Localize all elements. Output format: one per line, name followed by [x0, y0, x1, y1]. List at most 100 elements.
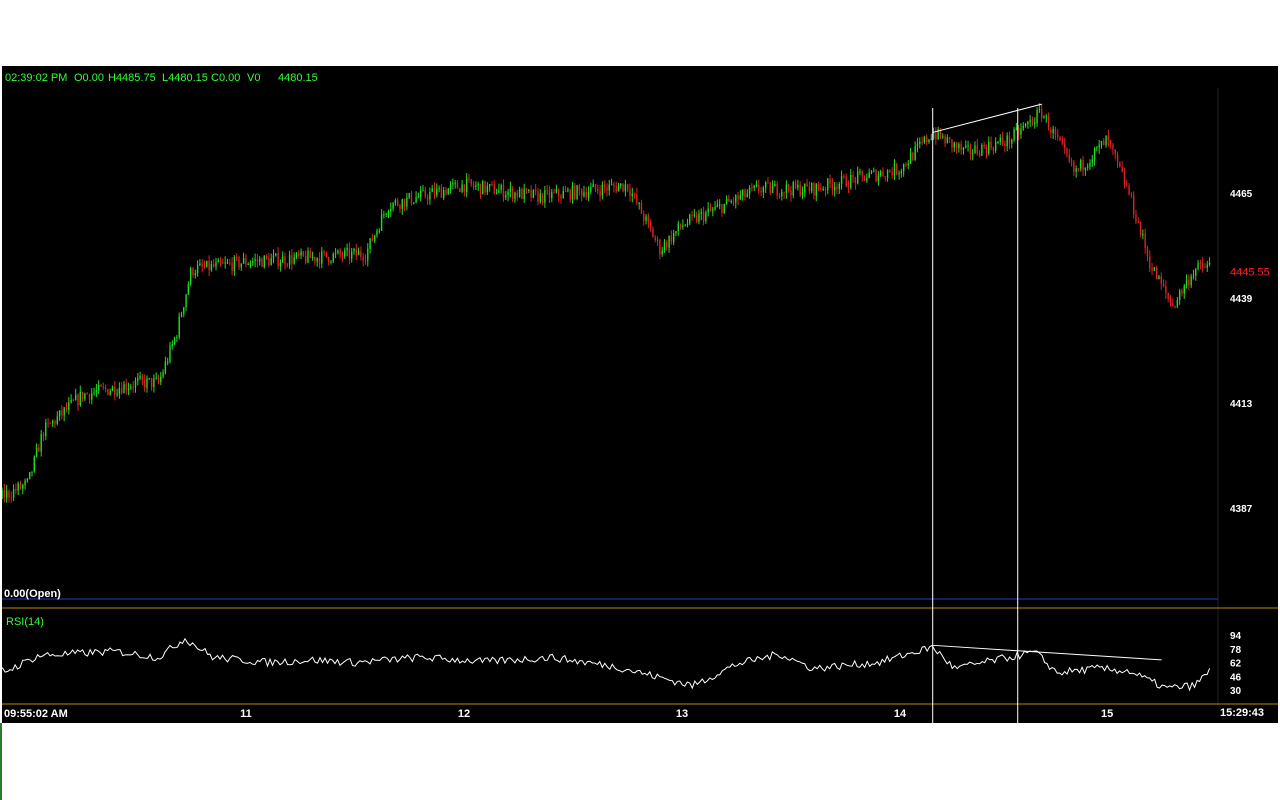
candle-body — [702, 212, 705, 222]
candle-body — [597, 189, 599, 192]
candle-body — [507, 191, 509, 196]
candle-body — [472, 184, 475, 187]
candle-body — [682, 225, 684, 227]
candle-body — [608, 184, 610, 191]
candle-body — [636, 193, 638, 204]
candle-body — [601, 184, 604, 196]
candle-body — [171, 343, 173, 346]
chart-window[interactable]: 02:39:02 PM O0.00 H4485.75 L4480.15 C0.0… — [2, 66, 1278, 723]
candle-body — [856, 171, 859, 184]
candle-body — [498, 189, 500, 194]
candle-body — [293, 257, 295, 264]
candle-body — [905, 163, 907, 165]
candle-body — [162, 372, 164, 377]
candle-body — [1183, 285, 1185, 294]
candle-body — [866, 177, 868, 181]
candle-body — [383, 214, 385, 216]
header-high: H4485.75 — [108, 72, 156, 84]
candle-body — [852, 174, 854, 178]
candle-body — [173, 337, 176, 344]
candle-body — [746, 193, 748, 197]
candle-body — [97, 384, 100, 391]
candle-body — [410, 193, 413, 204]
candle-body — [40, 433, 42, 452]
candle-body — [215, 262, 217, 267]
open-label: 0.00(Open) — [4, 588, 61, 600]
candle-body — [1024, 123, 1027, 127]
candle-body — [495, 193, 498, 195]
candle-body — [532, 189, 535, 198]
candle-body — [712, 209, 714, 211]
candle-body — [157, 377, 160, 382]
day-label: 11 — [240, 708, 252, 720]
candle-body — [983, 144, 985, 148]
candle-body — [1109, 140, 1112, 145]
candle-body — [35, 447, 38, 457]
candle-body — [28, 471, 31, 479]
candle-body — [822, 188, 824, 190]
candle-body — [843, 176, 845, 178]
candle-body — [277, 253, 279, 267]
candle-body — [51, 420, 54, 424]
candle-body — [1001, 138, 1004, 144]
candle-body — [516, 192, 518, 198]
candle-body — [390, 208, 392, 212]
candle-body — [836, 187, 838, 189]
candle-body — [429, 191, 431, 200]
candle-body — [468, 178, 470, 180]
candle-body — [1112, 144, 1114, 150]
candle-body — [562, 190, 564, 199]
candle-body — [330, 261, 332, 263]
candle-body — [491, 184, 493, 186]
candle-body — [88, 394, 91, 400]
header-volume: V0 — [247, 72, 260, 84]
candle-body — [222, 262, 224, 264]
trend-drawings[interactable] — [932, 103, 1162, 723]
candle-body — [994, 142, 997, 151]
candle-body — [879, 171, 882, 176]
candle-body — [718, 204, 721, 206]
day-label: 13 — [676, 708, 688, 720]
candle-body — [1057, 135, 1059, 137]
candle-body — [1190, 276, 1192, 286]
candle-body — [847, 186, 850, 188]
candle-body — [783, 191, 785, 193]
candle-body — [1043, 117, 1045, 119]
candle-body — [684, 225, 686, 227]
candle-body — [1126, 184, 1128, 186]
candle-body — [1139, 222, 1142, 235]
candle-body — [268, 258, 270, 266]
candle-body — [930, 138, 932, 140]
candle-body — [886, 170, 889, 178]
candle-body — [1091, 159, 1093, 163]
candle-body — [1084, 167, 1087, 171]
candle-body — [1100, 141, 1103, 145]
candle-body — [219, 260, 222, 263]
candle-body — [465, 178, 468, 192]
candle-body — [817, 183, 820, 189]
candle-body — [68, 402, 70, 410]
candle-body — [24, 480, 26, 486]
chart-canvas[interactable]: 02:39:02 PM O0.00 H4485.75 L4480.15 C0.0… — [2, 66, 1278, 723]
candle-body — [813, 183, 815, 196]
candle-body — [1061, 140, 1064, 144]
candle-body — [394, 200, 397, 203]
candle-body — [530, 189, 532, 198]
candle-body — [245, 258, 247, 265]
candle-body — [935, 133, 937, 140]
candle-body — [1114, 149, 1116, 155]
candle-body — [143, 379, 146, 388]
candle-body — [652, 228, 654, 238]
candle-body — [176, 336, 178, 338]
candle-body — [321, 251, 323, 264]
candle-body — [341, 254, 344, 257]
candle-body — [242, 258, 245, 264]
candle-body — [645, 216, 647, 221]
candle-body — [1105, 136, 1107, 146]
candle-body — [705, 212, 707, 222]
candle-body — [79, 391, 81, 406]
candle-body — [406, 197, 408, 207]
candle-body — [985, 147, 988, 154]
rsi-tick-label: 78 — [1230, 645, 1242, 656]
candle-body — [146, 378, 148, 388]
